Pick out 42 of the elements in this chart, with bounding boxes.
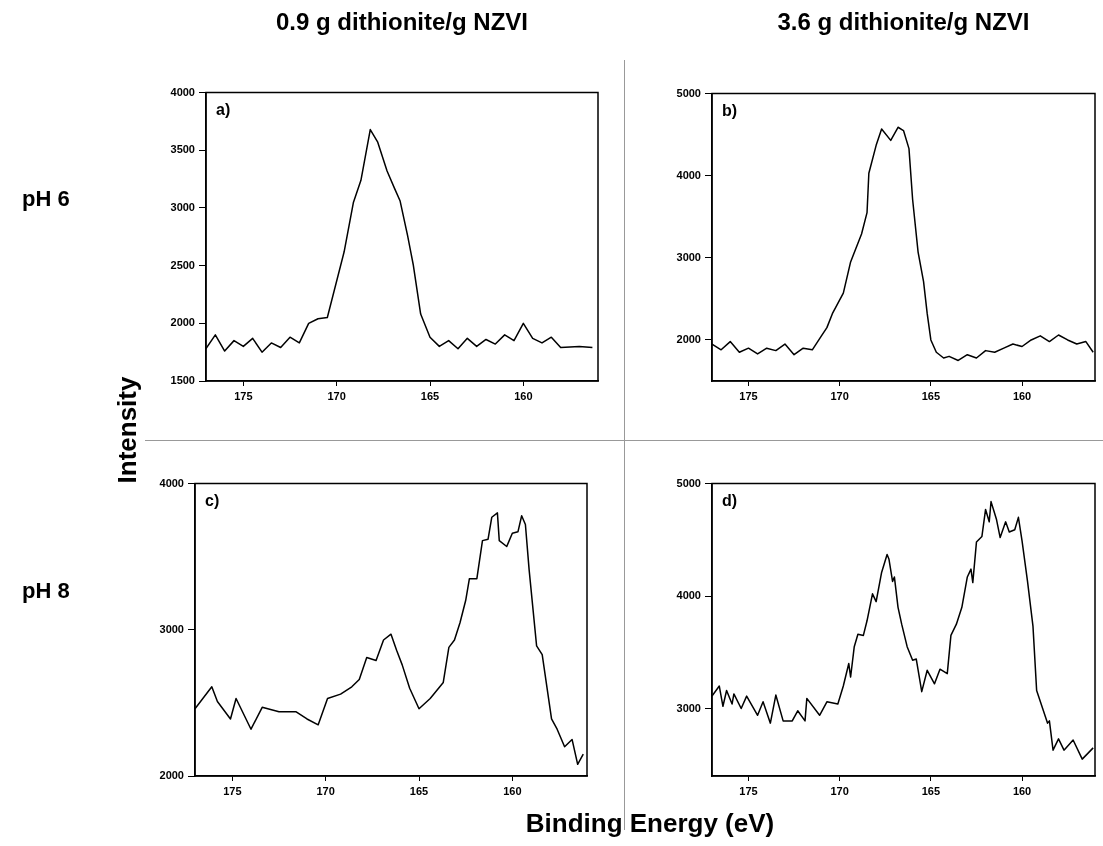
y-tick-label: 4000 xyxy=(676,589,701,602)
annotation: a) xyxy=(216,101,231,119)
chart-title: 3.6 g dithionite/g NZVI xyxy=(777,8,1030,36)
x-axis-title: Binding Energy (eV) xyxy=(525,808,775,839)
x-tick-label: 160 xyxy=(1012,389,1032,402)
x-tick-label: 170 xyxy=(327,389,346,402)
x-tick-label: 175 xyxy=(739,389,758,402)
annotation: b) xyxy=(722,102,738,120)
x-tick-label: 160 xyxy=(1012,784,1032,797)
text: pH 8 xyxy=(22,578,70,604)
x-tick-label: 175 xyxy=(234,389,253,402)
x-tick-label: 170 xyxy=(830,389,849,402)
y-tick-label: 3000 xyxy=(170,200,195,213)
y-tick-label: 3000 xyxy=(676,250,701,263)
x-tick-label: 165 xyxy=(420,389,440,402)
x-tick-label: 170 xyxy=(316,784,335,797)
x-tick-label: 170 xyxy=(830,784,849,797)
y-tick-label: 1500 xyxy=(170,374,195,387)
y-tick-label: 5000 xyxy=(676,476,701,489)
x-tick-label: 165 xyxy=(921,389,941,402)
x-tick-label: 175 xyxy=(223,784,242,797)
y-tick-label: 4000 xyxy=(159,476,184,489)
x-tick-label: 165 xyxy=(409,784,429,797)
y-tick-label: 2000 xyxy=(676,332,701,345)
annotation: c) xyxy=(205,492,220,510)
y-tick-label: 2500 xyxy=(170,258,195,271)
y-tick-label: 4000 xyxy=(676,168,701,181)
y-tick-label: 3500 xyxy=(170,143,195,156)
x-tick-label: 165 xyxy=(921,784,941,797)
y-tick-label: 3000 xyxy=(676,701,701,714)
text: pH 6 xyxy=(22,185,70,212)
annotation: d) xyxy=(722,492,738,510)
x-tick-label: 160 xyxy=(514,389,533,402)
x-tick-label: 175 xyxy=(739,784,758,797)
y-tick-label: 5000 xyxy=(676,86,701,99)
x-tick-label: 160 xyxy=(503,784,522,797)
y-tick-label: 2000 xyxy=(170,316,195,329)
y-tick-label: 4000 xyxy=(170,85,195,98)
y-tick-label: 2000 xyxy=(159,769,184,782)
y-axis-title: Intensity xyxy=(111,376,143,484)
chart-title: 0.9 g dithionite/g NZVI xyxy=(276,8,528,36)
y-tick-label: 3000 xyxy=(159,622,184,635)
